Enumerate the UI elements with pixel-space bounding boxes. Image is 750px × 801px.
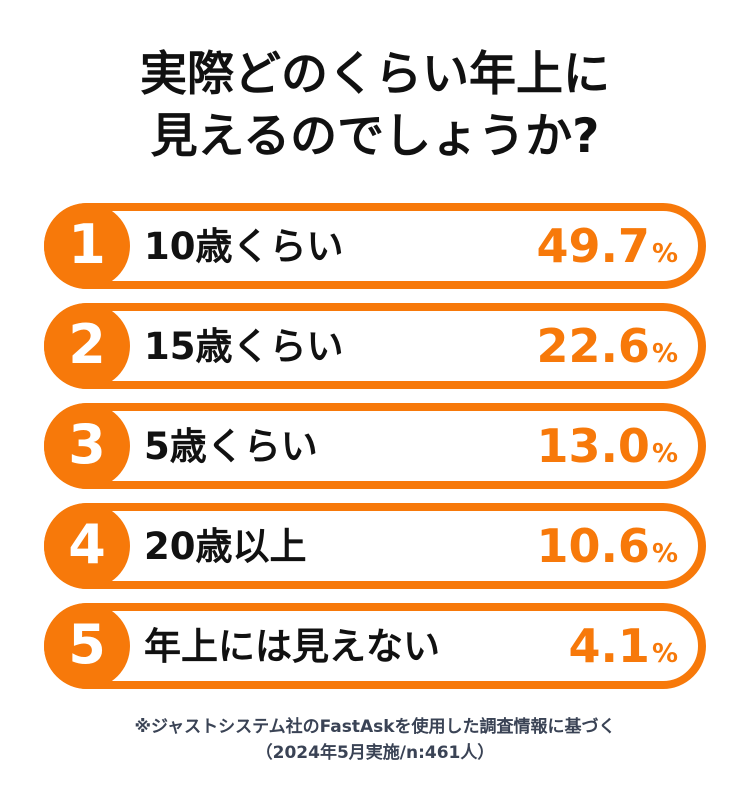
ranking-row: 2 15歳くらい 22.6% bbox=[44, 303, 706, 389]
percentage-number: 4.1 bbox=[568, 619, 650, 673]
percentage-value: 22.6% bbox=[536, 323, 678, 369]
title-line-2: 見えるのでしょうか? bbox=[150, 109, 600, 165]
percentage-number: 49.7 bbox=[536, 219, 650, 273]
percent-sign: % bbox=[651, 639, 678, 669]
percentage-value: 10.6% bbox=[536, 523, 678, 569]
percentage-value: 4.1% bbox=[568, 623, 678, 669]
answer-label: 15歳くらい bbox=[144, 324, 344, 368]
answer-label: 20歳以上 bbox=[144, 524, 307, 568]
title-line-1: 実際どのくらい年上に bbox=[140, 47, 610, 102]
rank-badge: 5 bbox=[44, 603, 130, 689]
rank-badge: 4 bbox=[44, 503, 130, 589]
rank-badge: 3 bbox=[44, 403, 130, 489]
rank-number: 4 bbox=[68, 513, 106, 576]
percent-sign: % bbox=[651, 339, 678, 369]
ranking-row: 4 20歳以上 10.6% bbox=[44, 503, 706, 589]
source-line-1: ※ジャストシステム社のFastAskを使用した調査情報に基づく bbox=[134, 717, 616, 737]
rank-number: 1 bbox=[68, 213, 106, 276]
ranking-row: 1 10歳くらい 49.7% bbox=[44, 203, 706, 289]
rank-number: 3 bbox=[68, 413, 106, 476]
ranking-row: 5 年上には見えない 4.1% bbox=[44, 603, 706, 689]
source-line-2: （2024年5月実施/n:461人） bbox=[255, 743, 495, 764]
ranking-row: 3 5歳くらい 13.0% bbox=[44, 403, 706, 489]
rank-badge: 1 bbox=[44, 203, 130, 289]
rank-number: 2 bbox=[68, 313, 106, 376]
percent-sign: % bbox=[651, 439, 678, 469]
percent-sign: % bbox=[651, 239, 678, 269]
ranking-list: 1 10歳くらい 49.7% 2 15歳くらい 22.6% 3 5歳くらい 13… bbox=[44, 203, 706, 689]
percentage-value: 13.0% bbox=[536, 423, 678, 469]
percentage-number: 10.6 bbox=[536, 519, 650, 573]
answer-label: 5歳くらい bbox=[144, 424, 318, 468]
percentage-value: 49.7% bbox=[536, 223, 678, 269]
answer-label: 10歳くらい bbox=[144, 224, 344, 268]
page-title: 実際どのくらい年上に 見えるのでしょうか? bbox=[0, 44, 750, 168]
percentage-number: 22.6 bbox=[536, 319, 650, 373]
percentage-number: 13.0 bbox=[536, 419, 650, 473]
percent-sign: % bbox=[651, 539, 678, 569]
rank-number: 5 bbox=[68, 613, 106, 676]
rank-badge: 2 bbox=[44, 303, 130, 389]
answer-label: 年上には見えない bbox=[144, 624, 440, 668]
source-note: ※ジャストシステム社のFastAskを使用した調査情報に基づく （2024年5月… bbox=[0, 714, 750, 767]
